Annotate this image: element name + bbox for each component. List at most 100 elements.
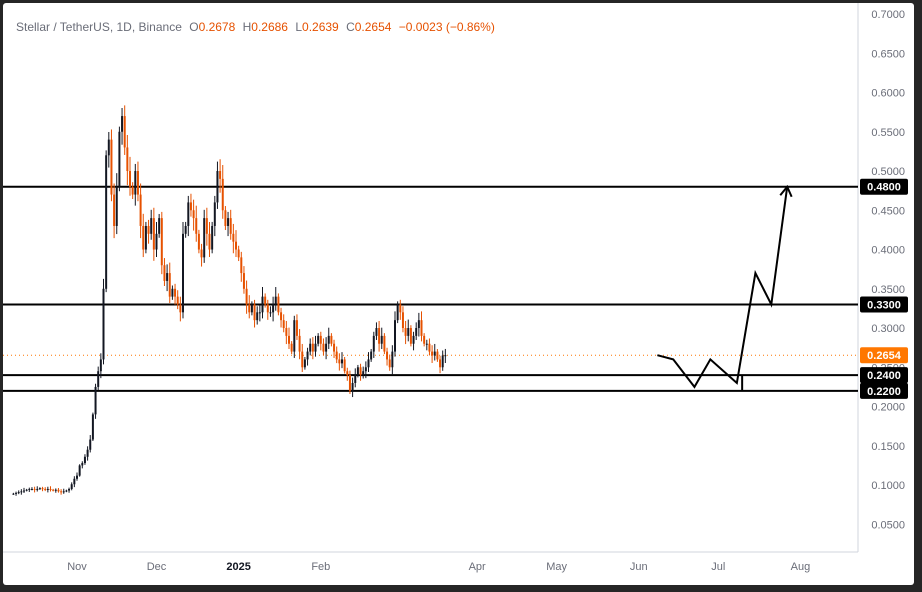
candle-body: [68, 488, 71, 491]
projection-line[interactable]: [657, 186, 789, 389]
y-tick-label: 0.0500: [871, 519, 905, 531]
open-value: 0.2678: [198, 20, 236, 34]
candle-body: [142, 225, 145, 250]
candle-body: [425, 343, 428, 345]
candle-body: [412, 335, 415, 344]
candle-body: [179, 304, 182, 313]
candle-body: [356, 367, 359, 376]
candle-body: [277, 296, 280, 313]
candle-body: [237, 249, 240, 258]
candle-body: [327, 335, 330, 344]
y-tick-label: 0.3500: [871, 284, 905, 296]
candle-body: [293, 320, 296, 352]
close-label: C: [346, 20, 355, 34]
x-tick-label: Aug: [791, 561, 811, 573]
candle-body: [311, 343, 314, 352]
candle-body: [330, 335, 333, 344]
candle-body: [232, 233, 235, 242]
candle-body: [359, 367, 362, 376]
candle-body: [285, 328, 288, 336]
candle-body: [113, 194, 116, 226]
candle-body: [17, 492, 20, 494]
candle-body: [33, 488, 36, 490]
candle-body: [388, 359, 391, 368]
candle-body: [12, 493, 15, 495]
candle-body: [436, 351, 439, 360]
price-change: −0.0023 (−0.86%): [398, 20, 495, 34]
candle-body: [81, 463, 84, 466]
candle-body: [28, 488, 31, 490]
y-tick-label: 0.1000: [871, 480, 905, 492]
candle-body: [126, 147, 129, 172]
horizontal-levels[interactable]: [3, 185, 858, 392]
y-tick-label: 0.1500: [871, 441, 905, 453]
y-tick-label: 0.6000: [871, 88, 905, 100]
candle-body: [378, 328, 381, 344]
candle-body: [25, 489, 28, 491]
price-chart[interactable]: 0.7000 0.6500 0.6000 0.5500 0.5000 0.4500 0.40…: [3, 3, 914, 585]
level-label: 0.3300: [867, 299, 901, 311]
candle-body: [102, 288, 105, 360]
candle-body: [36, 488, 39, 490]
candle-body: [343, 359, 346, 372]
high-label: H: [242, 20, 252, 34]
candle-body: [44, 488, 47, 490]
candle-body: [105, 155, 108, 289]
arrow-head-icon: [779, 184, 793, 198]
candle-body: [319, 335, 322, 344]
candle-body: [136, 171, 139, 195]
candle-body: [57, 489, 60, 492]
candle-body: [415, 328, 418, 336]
candle-body: [266, 304, 269, 313]
candle-body: [235, 241, 237, 250]
candle-body: [160, 218, 163, 266]
candle-body: [433, 351, 436, 356]
candle-body: [274, 296, 277, 305]
candle-body: [394, 320, 396, 352]
candle-body: [144, 225, 147, 250]
candle-body: [38, 488, 41, 490]
candle-body: [52, 489, 55, 491]
candle-body: [89, 439, 92, 450]
y-tick-label: 0.4500: [871, 205, 905, 217]
x-tick-label: 2025: [226, 561, 250, 573]
candle-body: [221, 178, 224, 211]
chart-frame[interactable]: Stellar / TetherUS, 1D, Binance O0.2678 …: [3, 3, 914, 585]
candle-body: [187, 202, 190, 226]
candle-body: [147, 225, 150, 234]
candle-body: [23, 490, 25, 492]
open-label: O: [189, 20, 199, 34]
level-label-bg: [860, 367, 908, 384]
candle-body: [335, 351, 338, 360]
time-axis[interactable]: Nov Dec 2025 Feb Apr May Jun Jul Aug: [3, 551, 858, 573]
candle-body: [150, 218, 153, 234]
candle-body: [107, 139, 110, 156]
y-tick-label: 0.4000: [871, 245, 905, 257]
candle-body: [171, 288, 174, 297]
candle-body: [62, 491, 65, 493]
candle-body: [309, 343, 312, 352]
candle-body: [46, 488, 49, 490]
candle-body: [280, 312, 283, 321]
chart-header: Stellar / TetherUS, 1D, Binance O0.2678 …: [16, 20, 495, 34]
candle-body: [351, 382, 354, 391]
x-tick-label: Dec: [147, 561, 167, 573]
candle-body: [240, 257, 243, 274]
candle-body: [65, 490, 68, 492]
candle-body: [134, 171, 137, 195]
y-tick-label: 0.5000: [871, 166, 905, 178]
projection-path[interactable]: [657, 184, 793, 391]
candle-body: [258, 312, 261, 314]
symbol-title: Stellar / TetherUS, 1D, Binance: [16, 20, 182, 34]
candle-body: [20, 491, 23, 493]
y-tick-label: 0.7000: [871, 9, 905, 21]
candle-body: [314, 343, 317, 352]
price-axis[interactable]: 0.7000 0.6500 0.6000 0.5500 0.5000 0.4500 0.40…: [857, 3, 905, 552]
candle-body: [269, 312, 272, 314]
candle-body: [256, 312, 259, 321]
candle-body: [129, 171, 131, 187]
candle-body: [303, 359, 306, 368]
candle-body: [118, 131, 121, 187]
level-label: 0.2200: [867, 386, 901, 398]
candle-body: [322, 343, 325, 352]
